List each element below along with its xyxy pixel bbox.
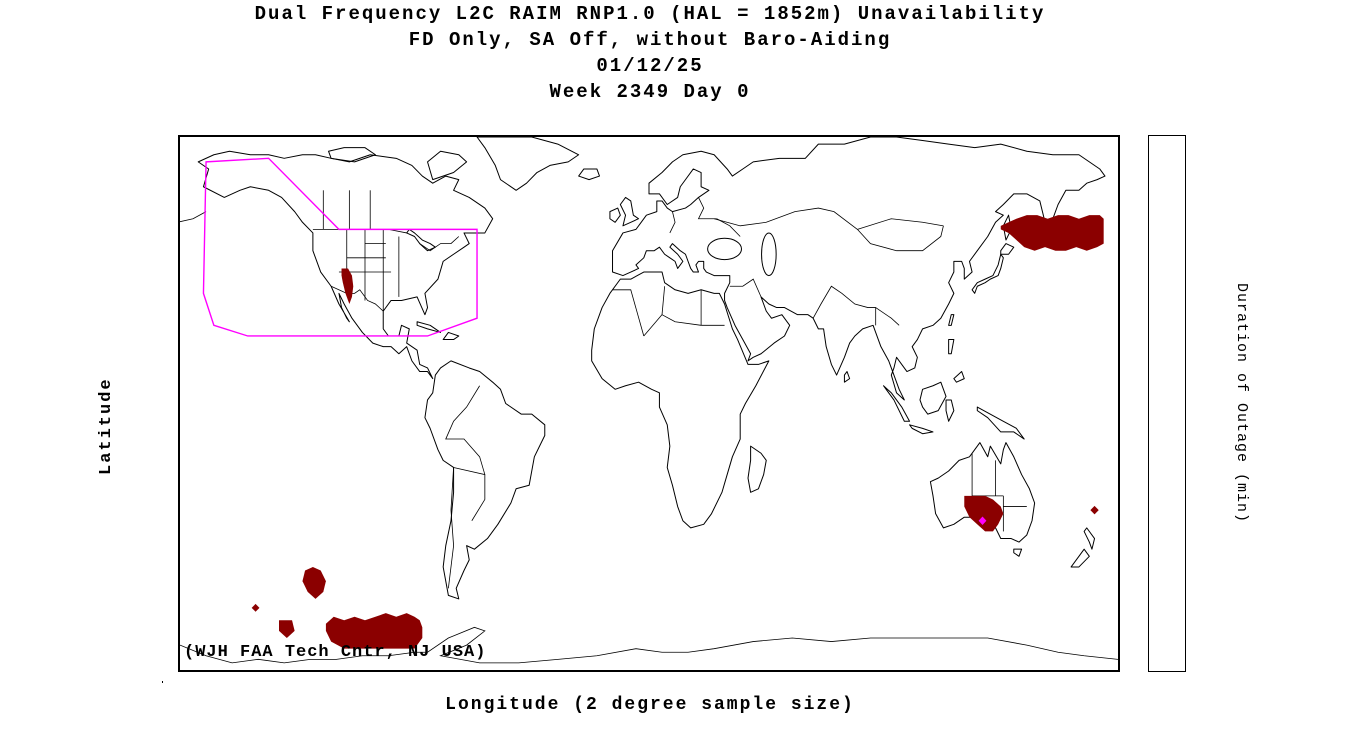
outage-region-south-australia (964, 495, 1004, 532)
map-border-line (717, 219, 740, 237)
map-border-line (876, 308, 899, 326)
outage-region-northwest-pacific (1000, 215, 1104, 251)
outage-region-tasman-east-dot (1090, 505, 1099, 515)
coastline (329, 148, 376, 162)
map-border-line (420, 236, 459, 250)
map-credit-text: (WJH FAA Tech Cntr, NJ USA) (184, 643, 487, 662)
coastline (1084, 528, 1094, 549)
caspian-sea (762, 233, 777, 276)
map-border-line (857, 226, 943, 251)
outage-region-south-pacific-mid (302, 566, 326, 599)
map-border-line (714, 208, 857, 229)
coastline (972, 254, 1003, 293)
map-border-line (180, 212, 206, 223)
coastline (1071, 549, 1089, 567)
coastline (946, 400, 954, 421)
coastline (884, 386, 910, 422)
coastline (579, 169, 600, 180)
coastline (428, 151, 467, 179)
coastline (930, 443, 1034, 542)
coastline (198, 151, 492, 378)
coastline (620, 197, 638, 225)
coastline (949, 315, 954, 326)
map-border-line (644, 315, 662, 336)
map-border-line (180, 627, 1118, 663)
coastline (920, 382, 946, 414)
colorbar-label: Duration of Outage (min) (1233, 283, 1250, 524)
coastline (613, 137, 1105, 400)
x-axis-label: Longitude (2 degree sample size) (445, 695, 855, 715)
map-border-line (813, 286, 876, 325)
title-line-4: Week 2349 Day 0 (549, 81, 751, 103)
coastline (425, 361, 545, 599)
colorbar (1148, 135, 1186, 672)
waas-coverage-boundary (203, 158, 477, 336)
title-line-2: FD Only, SA Off, without Baro-Aiding (408, 29, 892, 51)
outage-region-south-pacific-large (325, 613, 423, 649)
map-border-line (670, 212, 675, 233)
outage-region-arizona (341, 268, 354, 305)
coastline (592, 272, 769, 528)
title-line-1: Dual Frequency L2C RAIM RNP1.0 (HAL = 18… (254, 3, 1046, 25)
coastline (910, 425, 933, 434)
coastline (977, 407, 1024, 439)
coastline (1014, 549, 1022, 556)
coastline (748, 446, 766, 492)
map-border-line (662, 286, 665, 314)
map-border-line (613, 290, 644, 336)
world-map-plot: (WJH FAA Tech Cntr, NJ USA) (178, 135, 1120, 672)
title-block: Dual Frequency L2C RAIM RNP1.0 (HAL = 18… (164, 1, 1136, 105)
outage-region-south-pacific-dot (251, 603, 260, 612)
map-border-line (454, 467, 485, 520)
reference-station-marker (978, 516, 987, 526)
map-border-line (730, 279, 761, 297)
map-border-line (446, 386, 485, 475)
map-border-line (662, 315, 701, 326)
coastline (844, 372, 849, 383)
coastline (1001, 244, 1014, 255)
outage-region-south-pacific-small (279, 620, 295, 639)
map-border-line (448, 467, 453, 588)
coastline (610, 208, 620, 222)
coastline (407, 229, 436, 250)
black-sea (708, 238, 742, 259)
coastline (954, 372, 964, 383)
coastline (477, 137, 579, 190)
map-border-line (699, 197, 717, 218)
map-border-line (331, 286, 383, 311)
coastline (443, 332, 459, 339)
y-axis-label: Latitude (97, 377, 116, 475)
coastline (949, 340, 954, 354)
title-line-3: 01/12/25 (596, 55, 704, 77)
map-border-line (857, 219, 943, 230)
world-map (180, 137, 1118, 670)
coastline (417, 322, 440, 333)
footer-credit-block (162, 681, 170, 683)
